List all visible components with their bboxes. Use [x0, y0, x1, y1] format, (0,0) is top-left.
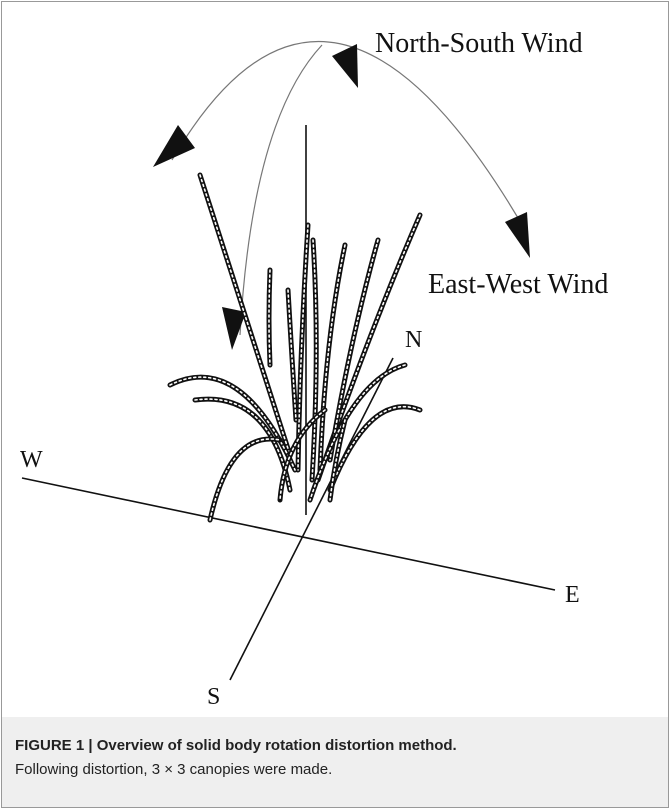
caption-label: FIGURE 1 | Overview of solid body rotati… [15, 737, 457, 754]
arrowhead [153, 125, 195, 167]
east-west-arc [171, 40, 529, 236]
direction-label: W [20, 447, 43, 473]
west-east-axis [21, 477, 556, 591]
arrowhead [505, 212, 530, 258]
caption-box [2, 717, 668, 807]
direction-label: N [405, 327, 422, 353]
grass-canopy [167, 172, 423, 523]
wind-label: North-South Wind [375, 28, 583, 59]
north-south-arc [239, 44, 323, 336]
arrowhead [222, 307, 246, 350]
caption: FIGURE 1 | Overview of solid body rotati… [15, 737, 457, 754]
arrowhead [332, 44, 358, 88]
direction-label: S [207, 684, 220, 710]
north-south-axis [229, 357, 394, 681]
direction-label: E [565, 582, 580, 608]
wind-label: East-West Wind [428, 269, 608, 300]
caption-text: Following distortion, 3 × 3 canopies wer… [15, 761, 332, 778]
